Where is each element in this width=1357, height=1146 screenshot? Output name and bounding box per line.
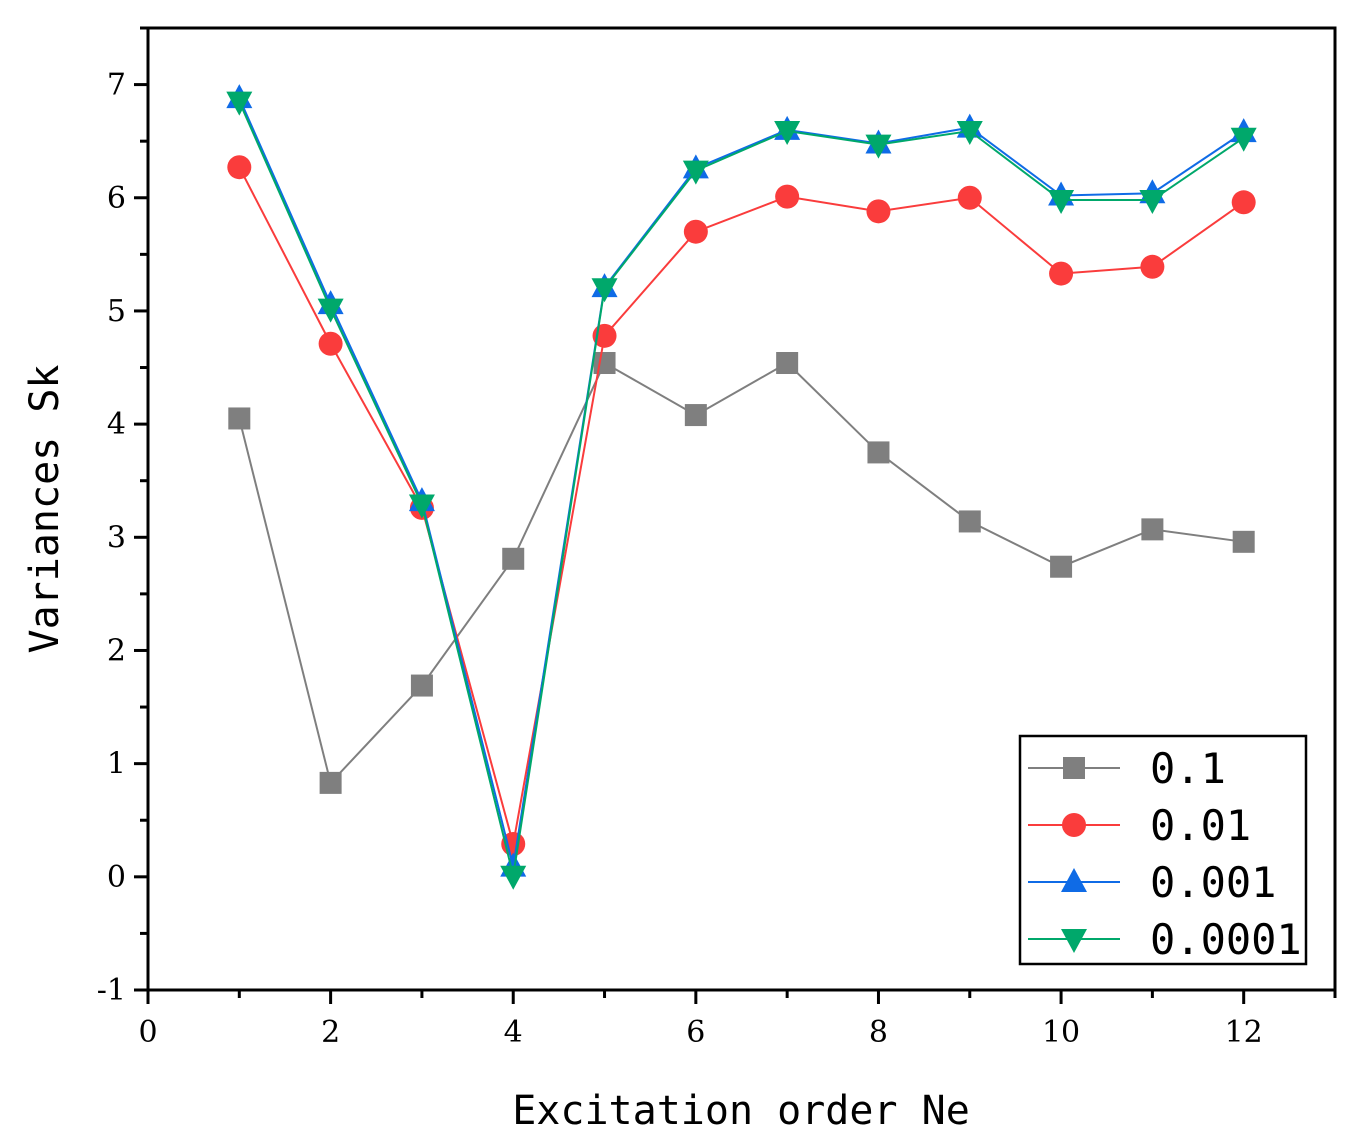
data-point [682, 160, 709, 185]
data-point [502, 547, 525, 570]
data-point [1050, 555, 1073, 578]
data-point [1232, 530, 1255, 553]
legend-label: 0.001 [1150, 858, 1276, 907]
data-point [867, 441, 890, 464]
legend-label: 0.01 [1150, 801, 1251, 850]
series-line [238, 101, 1245, 876]
data-point [866, 199, 891, 224]
legend-marker [1061, 868, 1087, 892]
legend-entry: 0.0001 [1028, 915, 1302, 964]
y-tick-label: 0 [107, 860, 126, 895]
y-tick-label: 4 [107, 407, 126, 442]
x-tick-label: 6 [686, 1015, 705, 1050]
legend-label: 0.0001 [1150, 915, 1302, 964]
data-point [683, 219, 708, 244]
data-point [956, 120, 983, 145]
data-point [319, 771, 342, 794]
data-point [957, 185, 982, 210]
legend-marker [1061, 929, 1087, 953]
data-point [1139, 190, 1166, 215]
data-point [1140, 254, 1165, 279]
y-tick-label: 5 [107, 294, 126, 329]
data-point [318, 331, 343, 356]
data-point [1141, 518, 1164, 541]
legend-entry: 0.01 [1028, 801, 1251, 850]
x-tick-label: 8 [869, 1015, 888, 1050]
data-point [410, 674, 433, 697]
x-tick-label: 12 [1225, 1015, 1263, 1050]
y-tick-label: 3 [107, 520, 126, 555]
data-point [684, 404, 707, 427]
y-tick-label: -1 [97, 973, 126, 1008]
legend: 0.1 0.01 0.001 0.0001 [1018, 734, 1308, 966]
data-point [865, 134, 892, 159]
legend-entry: 0.1 [1028, 744, 1226, 793]
series-group [226, 84, 1257, 890]
legend-entry: 0.001 [1028, 858, 1276, 907]
data-point [317, 298, 344, 323]
plot-frame [146, 26, 1337, 992]
data-point [1231, 190, 1256, 215]
legend-marker [1062, 813, 1086, 837]
legend-label: 0.1 [1150, 744, 1226, 793]
data-point [228, 407, 251, 430]
data-point [958, 510, 981, 533]
y-tick-label: 7 [107, 68, 126, 103]
legend-marker [1063, 757, 1085, 779]
data-point [1049, 261, 1074, 286]
x-tick-label: 2 [321, 1015, 340, 1050]
x-axis-title: Excitation order Ne [512, 1088, 970, 1134]
y-axis-title: Variances Sk [22, 365, 68, 654]
data-point [593, 352, 616, 375]
x-tick-label: 4 [504, 1015, 523, 1050]
series-line [238, 361, 1244, 785]
data-point [775, 184, 800, 209]
y-tick-label: 1 [107, 747, 126, 782]
data-point [408, 494, 435, 519]
series-line [238, 166, 1245, 845]
data-point [500, 865, 527, 890]
y-tick-label: 6 [107, 181, 126, 216]
series-0.0001 [226, 91, 1257, 890]
data-point [1048, 190, 1075, 215]
x-tick-label: 10 [1042, 1015, 1080, 1050]
data-point [591, 278, 618, 303]
data-point [774, 120, 801, 145]
y-tick-label: 2 [107, 633, 126, 668]
data-point [1230, 127, 1257, 152]
x-tick-label: 0 [138, 1015, 157, 1050]
series-line [238, 97, 1245, 867]
data-point [226, 91, 253, 116]
data-point [227, 155, 252, 180]
data-point [776, 352, 799, 375]
